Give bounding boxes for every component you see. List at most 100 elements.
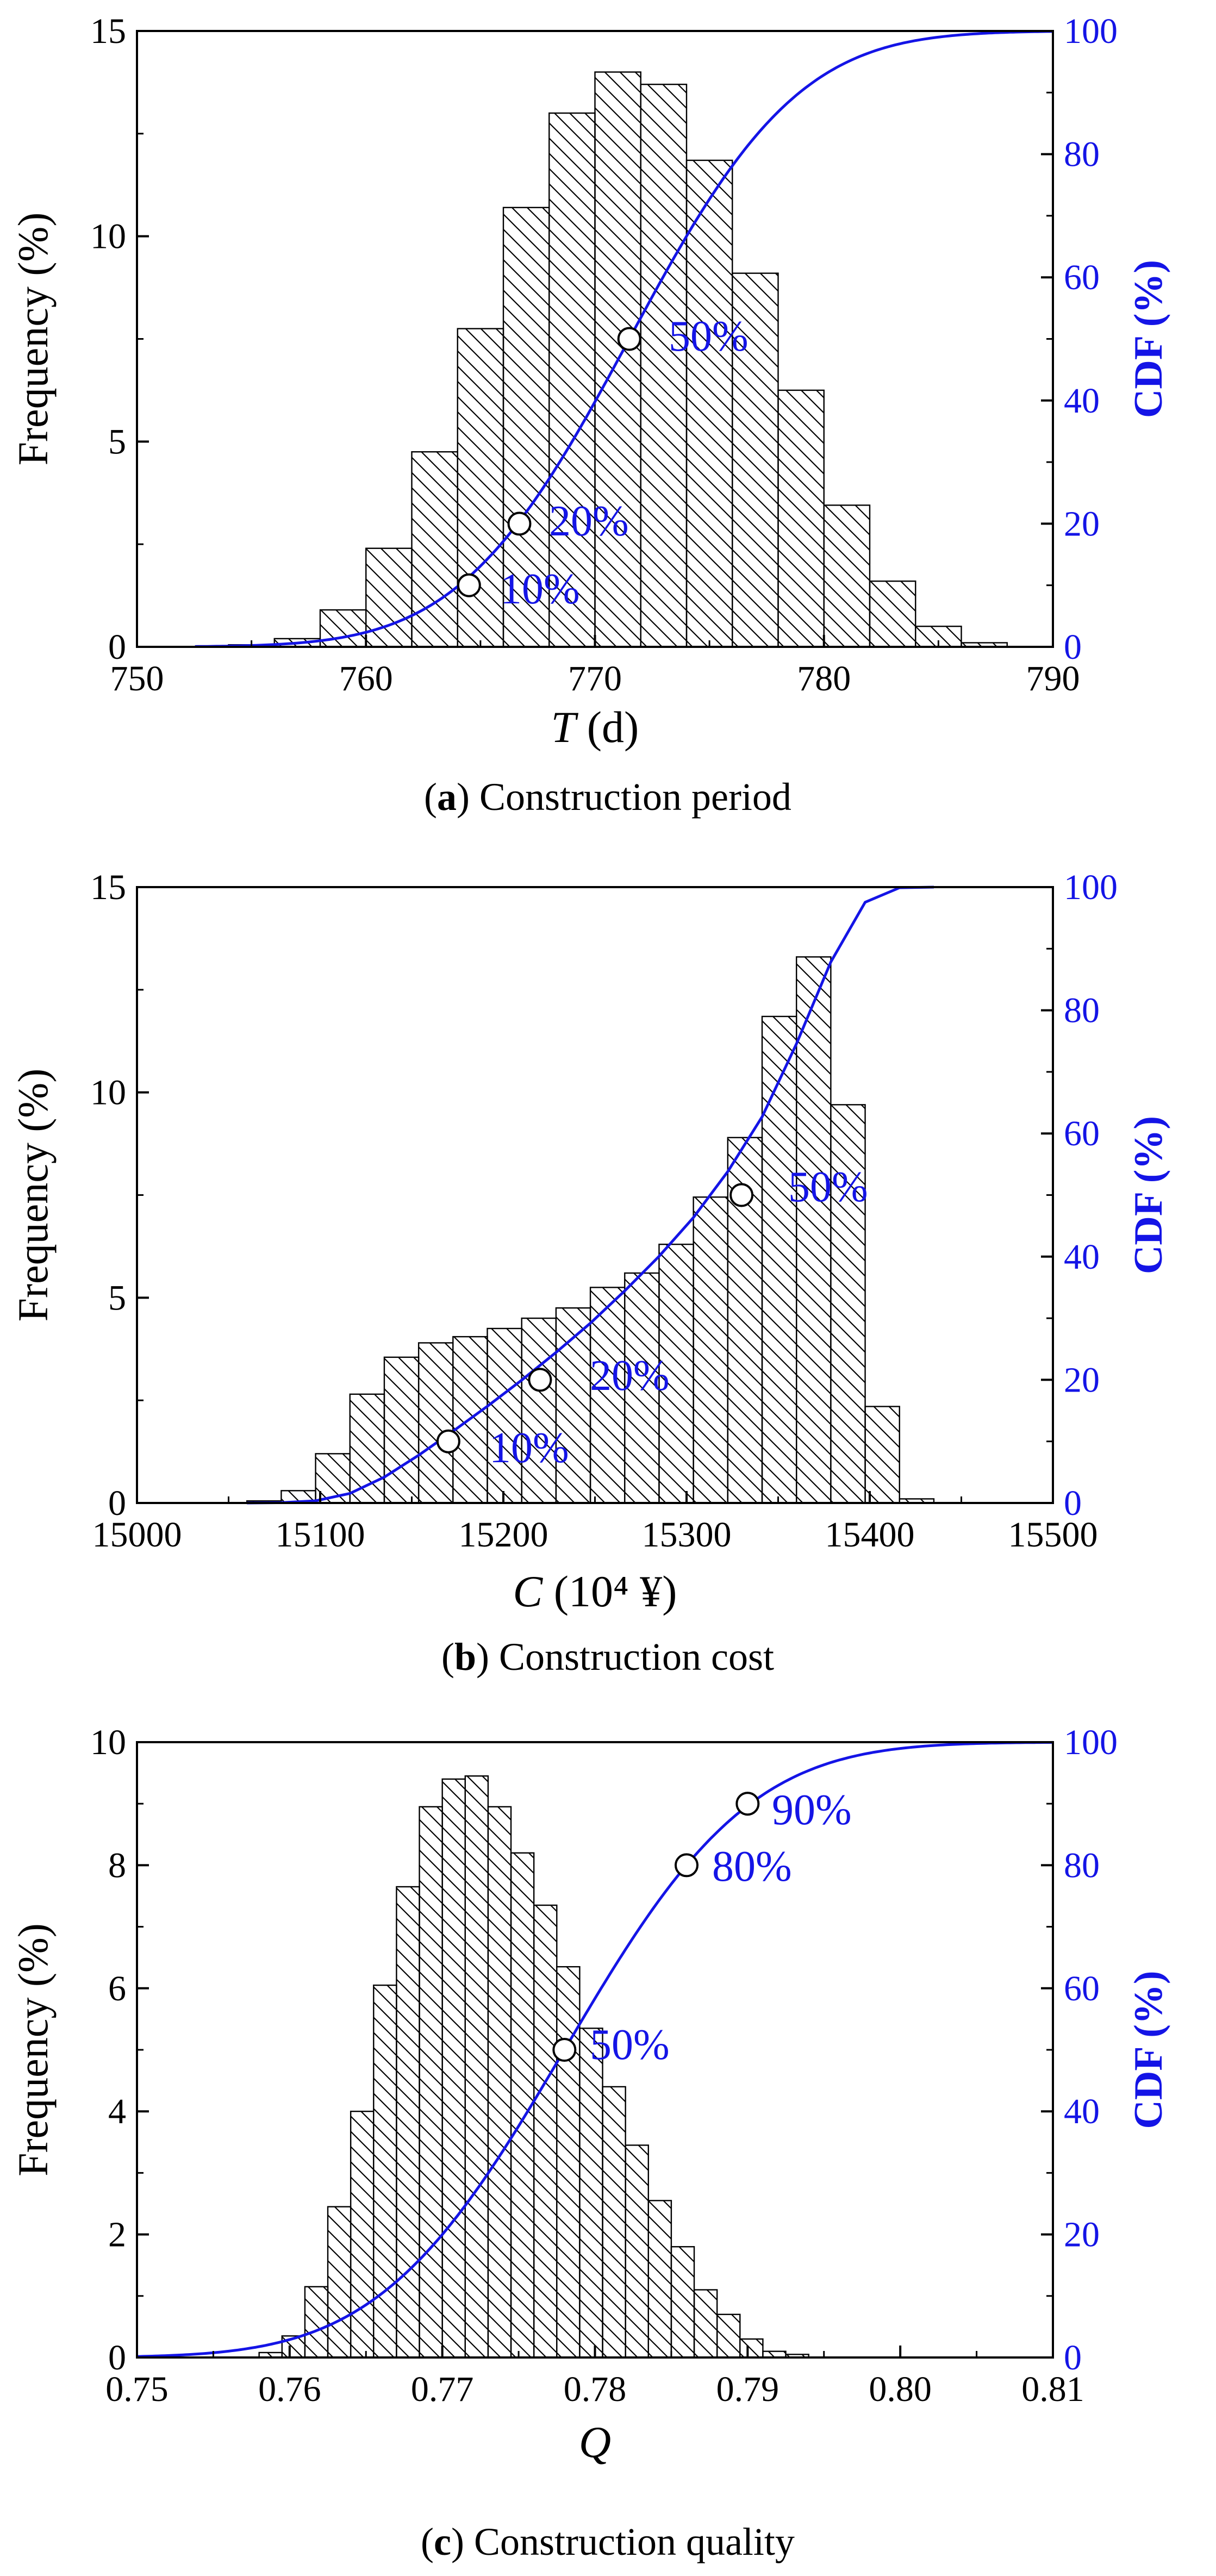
- caption-paren: (: [441, 1635, 454, 1679]
- cdf-annotation: 50%: [669, 313, 749, 360]
- panel-caption: (a) Construction period: [424, 775, 791, 819]
- histogram-bar: [579, 2028, 603, 2359]
- y2-tick-label: 100: [1064, 11, 1118, 51]
- histogram-bar: [441, 1778, 466, 2359]
- cdf-annotation: 10%: [489, 1424, 569, 1472]
- cdf-curve: [247, 885, 934, 1505]
- y-axis-label: Frequency (%): [9, 213, 57, 466]
- cdf-marker: [735, 1792, 760, 1816]
- y-tick-label: 4: [108, 2092, 126, 2131]
- cdf-marker: [507, 512, 532, 536]
- y2-tick-label: 40: [1064, 2092, 1100, 2131]
- cdf-marker: [552, 2038, 577, 2062]
- cdf-marker: [528, 1368, 552, 1392]
- cdf-annotation: 80%: [712, 1843, 792, 1891]
- histogram-bar: [739, 2338, 764, 2359]
- y-axis-label: Frequency (%): [9, 1923, 57, 2176]
- y-tick-label: 10: [90, 1073, 126, 1113]
- x-axis-label-symbol: T: [551, 702, 579, 752]
- panel-caption: (b) Construction cost: [441, 1635, 774, 1679]
- y-tick-label: 15: [90, 868, 126, 907]
- chart-panel-a: 750 760 770 780 790051015020406080100Frequen…: [9, 11, 1171, 819]
- y2-tick-label: 0: [1064, 1483, 1082, 1523]
- histogram-bar: [795, 956, 832, 1504]
- y2-tick-label: 20: [1064, 2215, 1100, 2255]
- y2-axis-label: CDF (%): [1126, 1116, 1171, 1274]
- histogram-bar: [417, 1342, 454, 1504]
- cdf-annotation: 20%: [590, 1352, 670, 1400]
- x-tick-label: 780: [797, 659, 851, 698]
- y2-tick-label: 60: [1064, 1969, 1100, 2009]
- y2-tick-label: 0: [1064, 2338, 1082, 2378]
- histogram-bar: [640, 83, 688, 648]
- y2-tick-label: 80: [1064, 991, 1100, 1031]
- histogram-bar: [869, 580, 916, 648]
- histogram-bars: [258, 1775, 809, 2359]
- x-tick-label: 0.78: [564, 2369, 627, 2409]
- caption-letter: b: [454, 1635, 476, 1679]
- histogram-bar: [685, 159, 733, 648]
- x-tick-label: 770: [568, 659, 622, 698]
- y-tick-label: 15: [90, 11, 126, 51]
- histogram-bar: [327, 2206, 352, 2359]
- x-tick-label: 15100: [276, 1515, 365, 1555]
- y2-tick-label: 20: [1064, 504, 1100, 544]
- y-tick-label: 0: [108, 1483, 126, 1523]
- y2-tick-label: 0: [1064, 627, 1082, 667]
- y-tick-label: 0: [108, 2338, 126, 2378]
- histogram-bar: [823, 504, 871, 648]
- cdf-annotation: 20%: [549, 497, 629, 545]
- histogram-bar: [693, 2289, 718, 2359]
- cdf-curve: [136, 1741, 1053, 2358]
- histogram-bar: [693, 1196, 729, 1504]
- x-tick-label: 790: [1026, 659, 1080, 698]
- histogram-bar: [365, 547, 413, 648]
- y2-tick-label: 80: [1064, 135, 1100, 174]
- x-tick-label: 0.80: [869, 2369, 932, 2409]
- caption-letter: c: [434, 2520, 451, 2563]
- histogram-bar: [732, 272, 779, 648]
- y2-tick-label: 40: [1064, 1237, 1100, 1277]
- histogram-bar: [457, 328, 504, 648]
- histogram-bar: [761, 1015, 797, 1504]
- cdf-marker: [675, 1853, 699, 1878]
- caption-text: ) Construction cost: [476, 1635, 774, 1679]
- x-axis-label-symbol: C: [513, 1567, 544, 1616]
- y2-axis-label: CDF (%): [1126, 1970, 1171, 2129]
- x-axis-label-unit: (d): [576, 702, 639, 752]
- histogram-bar: [383, 1356, 420, 1504]
- cdf-annotation: 50%: [590, 2021, 670, 2069]
- y2-tick-label: 80: [1064, 1845, 1100, 1885]
- histogram-bar: [373, 1984, 397, 2359]
- cdf-marker: [457, 573, 481, 597]
- histogram-bar: [419, 1806, 443, 2359]
- histogram-bar: [533, 1904, 558, 2359]
- histogram-bar: [487, 1327, 522, 1504]
- cdf-marker: [436, 1429, 460, 1454]
- x-tick-label: 0.81: [1021, 2369, 1084, 2409]
- caption-paren: (: [421, 2520, 434, 2563]
- y-tick-label: 10: [90, 217, 126, 257]
- y-tick-label: 5: [108, 422, 126, 461]
- x-tick-label: 15400: [825, 1515, 915, 1555]
- histogram-bar: [319, 609, 367, 648]
- caption-paren: (: [424, 775, 437, 819]
- chart-panel-c: 0.75 0.76 0.77 0.78 0.79 0.80 0.81024681002040…: [9, 1723, 1171, 2563]
- x-axis-label-symbol: Q: [579, 2417, 611, 2467]
- y-tick-label: 6: [108, 1969, 126, 2009]
- histogram-bar: [304, 2286, 329, 2359]
- y2-tick-label: 60: [1064, 258, 1100, 297]
- histogram-bar: [647, 2200, 672, 2359]
- cdf-annotation: 90%: [772, 1786, 852, 1834]
- y-tick-label: 10: [90, 1723, 126, 1762]
- y2-tick-label: 20: [1064, 1360, 1100, 1400]
- histogram-bar: [589, 1287, 626, 1504]
- histogram-bars: [246, 956, 935, 1504]
- y-tick-label: 2: [108, 2215, 126, 2255]
- x-axis-label: C (10⁴ ¥): [513, 1567, 677, 1616]
- histogram-bar: [464, 1775, 489, 2359]
- x-axis-label-unit: (10⁴ ¥): [542, 1567, 677, 1616]
- histogram-bar: [625, 2144, 649, 2359]
- histogram-bar: [556, 1966, 581, 2359]
